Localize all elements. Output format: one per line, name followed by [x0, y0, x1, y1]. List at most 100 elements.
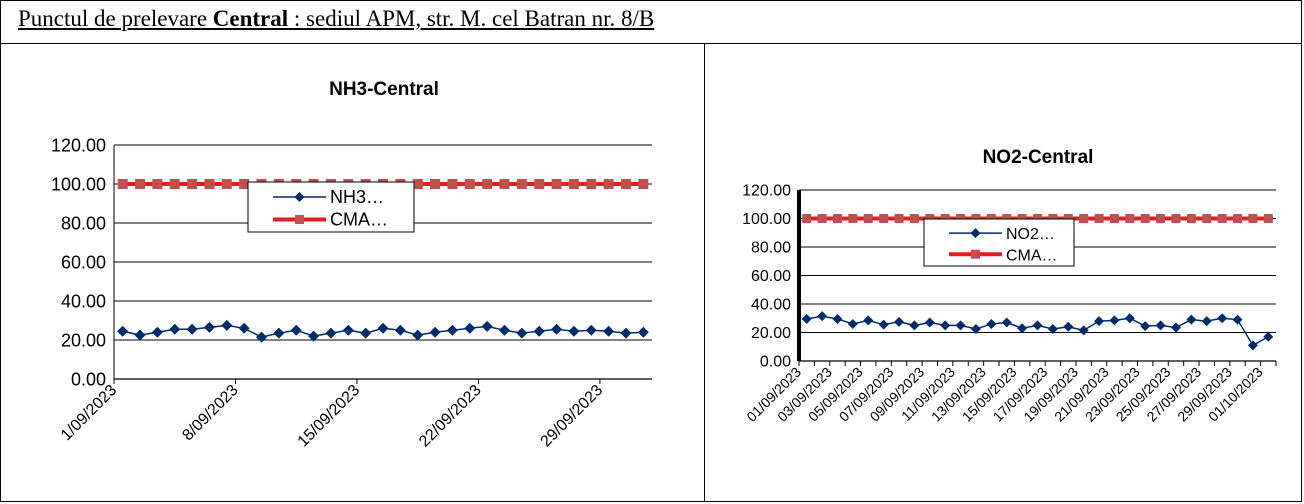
- no2-series-point: [1017, 323, 1028, 334]
- nh3-series-point: [273, 327, 285, 339]
- nh3-x-tick-label: 22/09/2023: [416, 382, 485, 451]
- no2-series-point: [847, 318, 858, 329]
- nh3-cma-point: [169, 179, 180, 189]
- no2-series-point: [863, 315, 874, 326]
- nh3-cma-point: [464, 179, 475, 189]
- nh3-series-point: [516, 327, 528, 339]
- header-station-name: Central: [212, 6, 289, 31]
- nh3-series-point: [221, 319, 233, 331]
- nh3-legend-box: [247, 181, 415, 233]
- no2-series-point: [909, 320, 920, 331]
- no2-series-point: [1032, 320, 1043, 331]
- nh3-x-tick-label: 29/09/2023: [538, 382, 607, 451]
- nh3-cma-point: [152, 179, 163, 189]
- nh3-cma-point: [603, 179, 614, 189]
- nh3-series-point: [568, 325, 580, 337]
- nh3-series-point: [446, 324, 458, 336]
- nh3-cma-point: [204, 179, 215, 189]
- no2-cma-point: [802, 214, 812, 223]
- no2-series-point: [1201, 316, 1212, 327]
- no2-cma-point: [1156, 214, 1166, 223]
- no2-series-point: [1170, 322, 1181, 333]
- panel-divider: [704, 44, 705, 502]
- nh3-series-point: [412, 329, 424, 341]
- no2-cma-point: [848, 214, 858, 223]
- no2-series-point: [955, 320, 966, 331]
- nh3-legend-main-label: NH3…: [330, 187, 384, 207]
- nh3-cma-point: [117, 179, 128, 189]
- no2-cma-point: [894, 214, 904, 223]
- nh3-series-point: [394, 324, 406, 336]
- nh3-cma-point: [516, 179, 527, 189]
- nh3-series-point: [134, 329, 146, 341]
- no2-cma-point: [1125, 214, 1135, 223]
- no2-cma-point: [1109, 214, 1119, 223]
- no2-series-point: [832, 313, 843, 324]
- no2-cma-point: [1079, 214, 1089, 223]
- no2-cma-point: [1094, 214, 1104, 223]
- no2-series-point: [1094, 316, 1105, 327]
- no2-series-point: [894, 316, 905, 327]
- header-prefix: Punctul de prelevare: [18, 6, 213, 31]
- nh3-series-point: [290, 324, 302, 336]
- no2-series-point: [1047, 323, 1058, 334]
- nh3-y-tick-label: 20.00: [61, 330, 106, 350]
- no2-cma-point: [879, 214, 889, 223]
- nh3-series-point: [169, 323, 181, 335]
- no2-y-tick-label: 40.00: [751, 297, 791, 314]
- nh3-series-point: [637, 326, 649, 338]
- nh3-cma-point: [221, 179, 232, 189]
- nh3-cma-point: [187, 179, 198, 189]
- no2-y-tick-label: 0.00: [760, 354, 791, 371]
- no2-series-point: [940, 320, 951, 331]
- no2-series-point: [801, 313, 812, 324]
- nh3-y-tick-label: 80.00: [61, 213, 106, 233]
- nh3-cma-point: [586, 179, 597, 189]
- nh3-series-point: [429, 326, 441, 338]
- sampling-point-title: Punctul de prelevare Central : sediul AP…: [18, 6, 654, 32]
- nh3-series-point: [603, 325, 615, 337]
- no2-cma-point: [1217, 214, 1227, 223]
- nh3-cma-point: [534, 179, 545, 189]
- no2-y-tick-label: 60.00: [751, 268, 791, 285]
- nh3-cma-point: [499, 179, 510, 189]
- nh3-series-point: [238, 322, 250, 334]
- nh3-series-point: [186, 323, 198, 335]
- no2-cma-point: [817, 214, 827, 223]
- no2-cma-point: [1140, 214, 1150, 223]
- no2-series-point: [1186, 314, 1197, 325]
- no2-cma-point: [1171, 214, 1181, 223]
- section-header: Punctul de prelevare Central : sediul AP…: [0, 0, 1302, 44]
- header-suffix: : sediul APM, str. M. cel Batran nr. 8/B: [288, 6, 655, 31]
- nh3-y-tick-label: 120.00: [51, 135, 106, 155]
- no2-series-point: [1124, 313, 1135, 324]
- nh3-cma-point: [620, 179, 631, 189]
- nh3-series-point: [551, 323, 563, 335]
- no2-cma-point: [1263, 214, 1273, 223]
- no2-series-point: [878, 319, 889, 330]
- no2-series-point: [1078, 325, 1089, 336]
- nh3-series-point: [256, 331, 268, 343]
- no2-series-point: [1155, 320, 1166, 331]
- nh3-legend-cma-label: CMA…: [330, 210, 388, 230]
- no2-series-point: [817, 311, 828, 322]
- nh3-y-tick-label: 40.00: [61, 291, 106, 311]
- nh3-x-tick-label: 1/09/2023: [58, 382, 120, 444]
- nh3-cma-point: [135, 179, 146, 189]
- no2-series-point: [1263, 331, 1274, 342]
- nh3-cma-point: [239, 179, 250, 189]
- no2-series-point: [1217, 313, 1228, 324]
- no2-series-point: [1001, 317, 1012, 328]
- nh3-cma-point: [638, 179, 649, 189]
- nh3-cma-point: [412, 179, 423, 189]
- no2-legend-cma-marker: [971, 249, 980, 259]
- no2-cma-point: [909, 214, 919, 223]
- nh3-legend-main-marker: [294, 192, 305, 202]
- no2-series-point: [1140, 321, 1151, 332]
- no2-cma-point: [1202, 214, 1212, 223]
- no2-y-tick-label: 100.00: [742, 211, 791, 228]
- no2-cma-point: [863, 214, 873, 223]
- nh3-series-point: [585, 324, 597, 336]
- nh3-series-point: [481, 320, 493, 332]
